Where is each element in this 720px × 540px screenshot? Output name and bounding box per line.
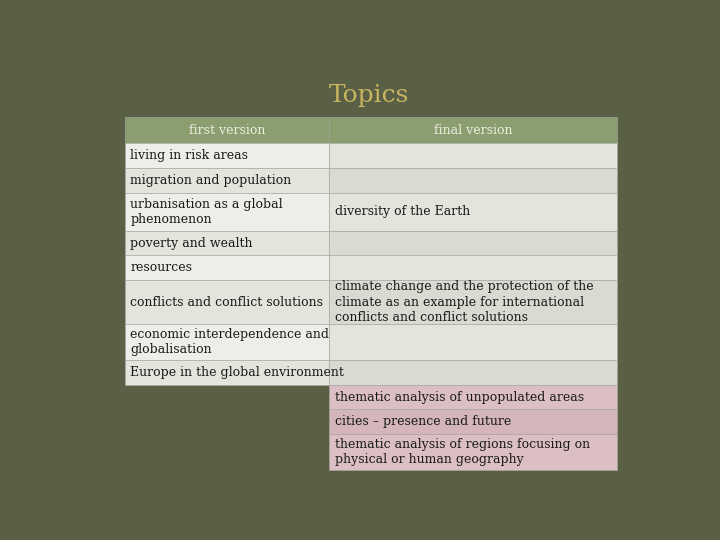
Bar	[125, 144, 329, 168]
Bar	[125, 168, 329, 193]
Bar	[125, 193, 329, 231]
Bar	[329, 168, 617, 193]
Text: final version: final version	[434, 124, 513, 137]
Text: climate change and the protection of the
climate as an example for international: climate change and the protection of the…	[335, 280, 593, 324]
Text: thematic analysis of regions focusing on
physical or human geography: thematic analysis of regions focusing on…	[335, 438, 590, 467]
Bar	[125, 231, 329, 255]
Text: conflicts and conflict solutions: conflicts and conflict solutions	[130, 295, 323, 308]
Text: Europe in the global environment: Europe in the global environment	[130, 366, 344, 379]
Text: living in risk areas: living in risk areas	[130, 149, 248, 162]
Bar	[329, 117, 617, 144]
Bar	[329, 231, 617, 255]
Bar	[329, 409, 617, 434]
Bar	[329, 193, 617, 231]
Bar	[329, 324, 617, 360]
Bar	[329, 144, 617, 168]
Text: resources: resources	[130, 261, 192, 274]
Bar	[329, 384, 617, 409]
Bar	[329, 280, 617, 324]
Bar	[125, 255, 329, 280]
Text: urbanisation as a global
phenomenon: urbanisation as a global phenomenon	[130, 198, 283, 226]
Bar	[125, 117, 329, 144]
Bar	[125, 360, 329, 384]
Bar	[329, 255, 617, 280]
Text: cities – presence and future: cities – presence and future	[335, 415, 511, 428]
Text: economic interdependence and
globalisation: economic interdependence and globalisati…	[130, 328, 329, 356]
Text: first version: first version	[189, 124, 265, 137]
Text: thematic analysis of unpopulated areas: thematic analysis of unpopulated areas	[335, 390, 584, 403]
Text: diversity of the Earth: diversity of the Earth	[335, 205, 470, 218]
Bar	[329, 360, 617, 384]
Text: poverty and wealth: poverty and wealth	[130, 237, 253, 249]
Bar	[329, 434, 617, 470]
Text: Topics: Topics	[329, 84, 409, 106]
Text: migration and population: migration and population	[130, 174, 292, 187]
Bar	[125, 280, 329, 324]
Bar	[125, 324, 329, 360]
